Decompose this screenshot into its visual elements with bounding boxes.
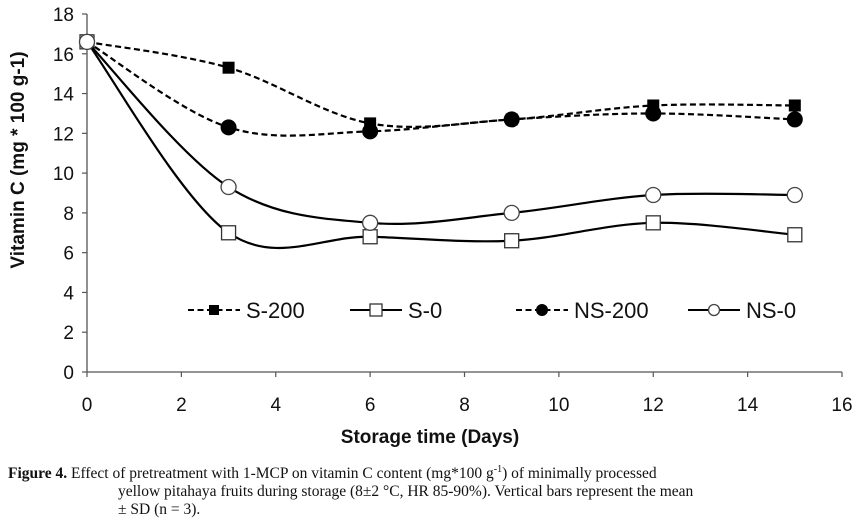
y-tick-label: 4 — [63, 283, 74, 304]
data-point — [220, 225, 237, 241]
x-tick-label: 12 — [643, 395, 664, 416]
series-ns-200 — [79, 33, 803, 140]
data-point — [361, 214, 379, 231]
figure-caption: Figure 4. Effect of pretreatment with 1-… — [8, 461, 858, 519]
series-group — [78, 33, 803, 250]
series-s-0 — [79, 34, 803, 250]
data-point — [362, 229, 378, 245]
legend-marker — [209, 305, 219, 315]
series-line — [86, 40, 795, 137]
data-point — [362, 123, 379, 140]
y-tick-label: 10 — [53, 164, 74, 185]
data-point — [504, 233, 520, 249]
x-tick-label: 2 — [176, 395, 187, 416]
legend-label: NS-200 — [574, 298, 649, 323]
y-tick-label: 16 — [53, 45, 74, 66]
x-axis-title: Storage time (Days) — [341, 427, 519, 448]
data-point — [645, 215, 661, 231]
data-point — [787, 227, 803, 243]
caption-line1-end: ) of minimally processed — [502, 465, 657, 483]
legend-label: NS-0 — [746, 298, 796, 323]
legend-item-ns-200: NS-200 — [516, 298, 649, 323]
x-tick-label: 4 — [270, 395, 281, 416]
data-point — [220, 119, 237, 136]
series-line — [86, 41, 795, 226]
legend-label: S-200 — [246, 298, 305, 323]
legend-item-ns-0: NS-0 — [688, 298, 796, 323]
series-ns-0 — [78, 33, 803, 231]
legend-label: S-0 — [408, 298, 442, 323]
data-point — [645, 105, 662, 122]
data-point — [222, 61, 235, 74]
data-point — [645, 186, 662, 204]
y-tick-label: 2 — [63, 323, 74, 344]
caption-label: Figure 4. — [8, 465, 68, 483]
y-tick-label: 14 — [53, 85, 75, 106]
data-point — [503, 204, 520, 222]
caption-sup: -1 — [493, 464, 503, 475]
legend-marker — [369, 303, 383, 317]
data-point — [78, 33, 96, 50]
y-tick-label: 8 — [63, 204, 74, 225]
legend-item-s-0: S-0 — [350, 298, 442, 323]
y-tick-label: 18 — [53, 5, 74, 26]
x-tick-label: 6 — [365, 395, 376, 416]
data-point — [503, 111, 520, 128]
chart: 0 2 4 6 8 10 12 14 16 18 0 2 4 6 8 10 12 14 16 S-200 S-0 NS-… — [8, 5, 853, 448]
y-tick-label: 12 — [53, 124, 74, 145]
legend-marker — [536, 304, 548, 316]
caption-line2: yellow pitahaya fruits during storage (8… — [118, 483, 694, 501]
caption-line3: ± SD (n = 3). — [118, 501, 201, 519]
series-line — [86, 40, 795, 128]
data-point — [220, 178, 237, 196]
data-point — [788, 99, 801, 112]
axes: 0 2 4 6 8 10 12 14 16 18 0 2 4 6 8 10 12 14 16 — [53, 5, 853, 416]
x-tick-label: 10 — [548, 395, 569, 416]
x-tick-label: 14 — [737, 395, 759, 416]
series-line — [86, 41, 795, 250]
legend: S-200 S-0 NS-200 NS-0 — [188, 298, 796, 323]
y-axis-title: Vitamin C (mg * 100 g-1) — [8, 51, 29, 268]
y-tick-label: 6 — [63, 244, 74, 265]
y-tick-label: 0 — [63, 363, 74, 384]
caption-line1: Effect of pretreatment with 1-MCP on vit… — [67, 465, 494, 483]
legend-item-s-200: S-200 — [188, 298, 305, 323]
data-point — [786, 186, 803, 204]
x-tick-label: 16 — [831, 395, 852, 416]
data-point — [786, 111, 803, 128]
x-tick-label: 0 — [82, 395, 93, 416]
legend-marker — [707, 303, 721, 317]
x-tick-label: 8 — [459, 395, 470, 416]
